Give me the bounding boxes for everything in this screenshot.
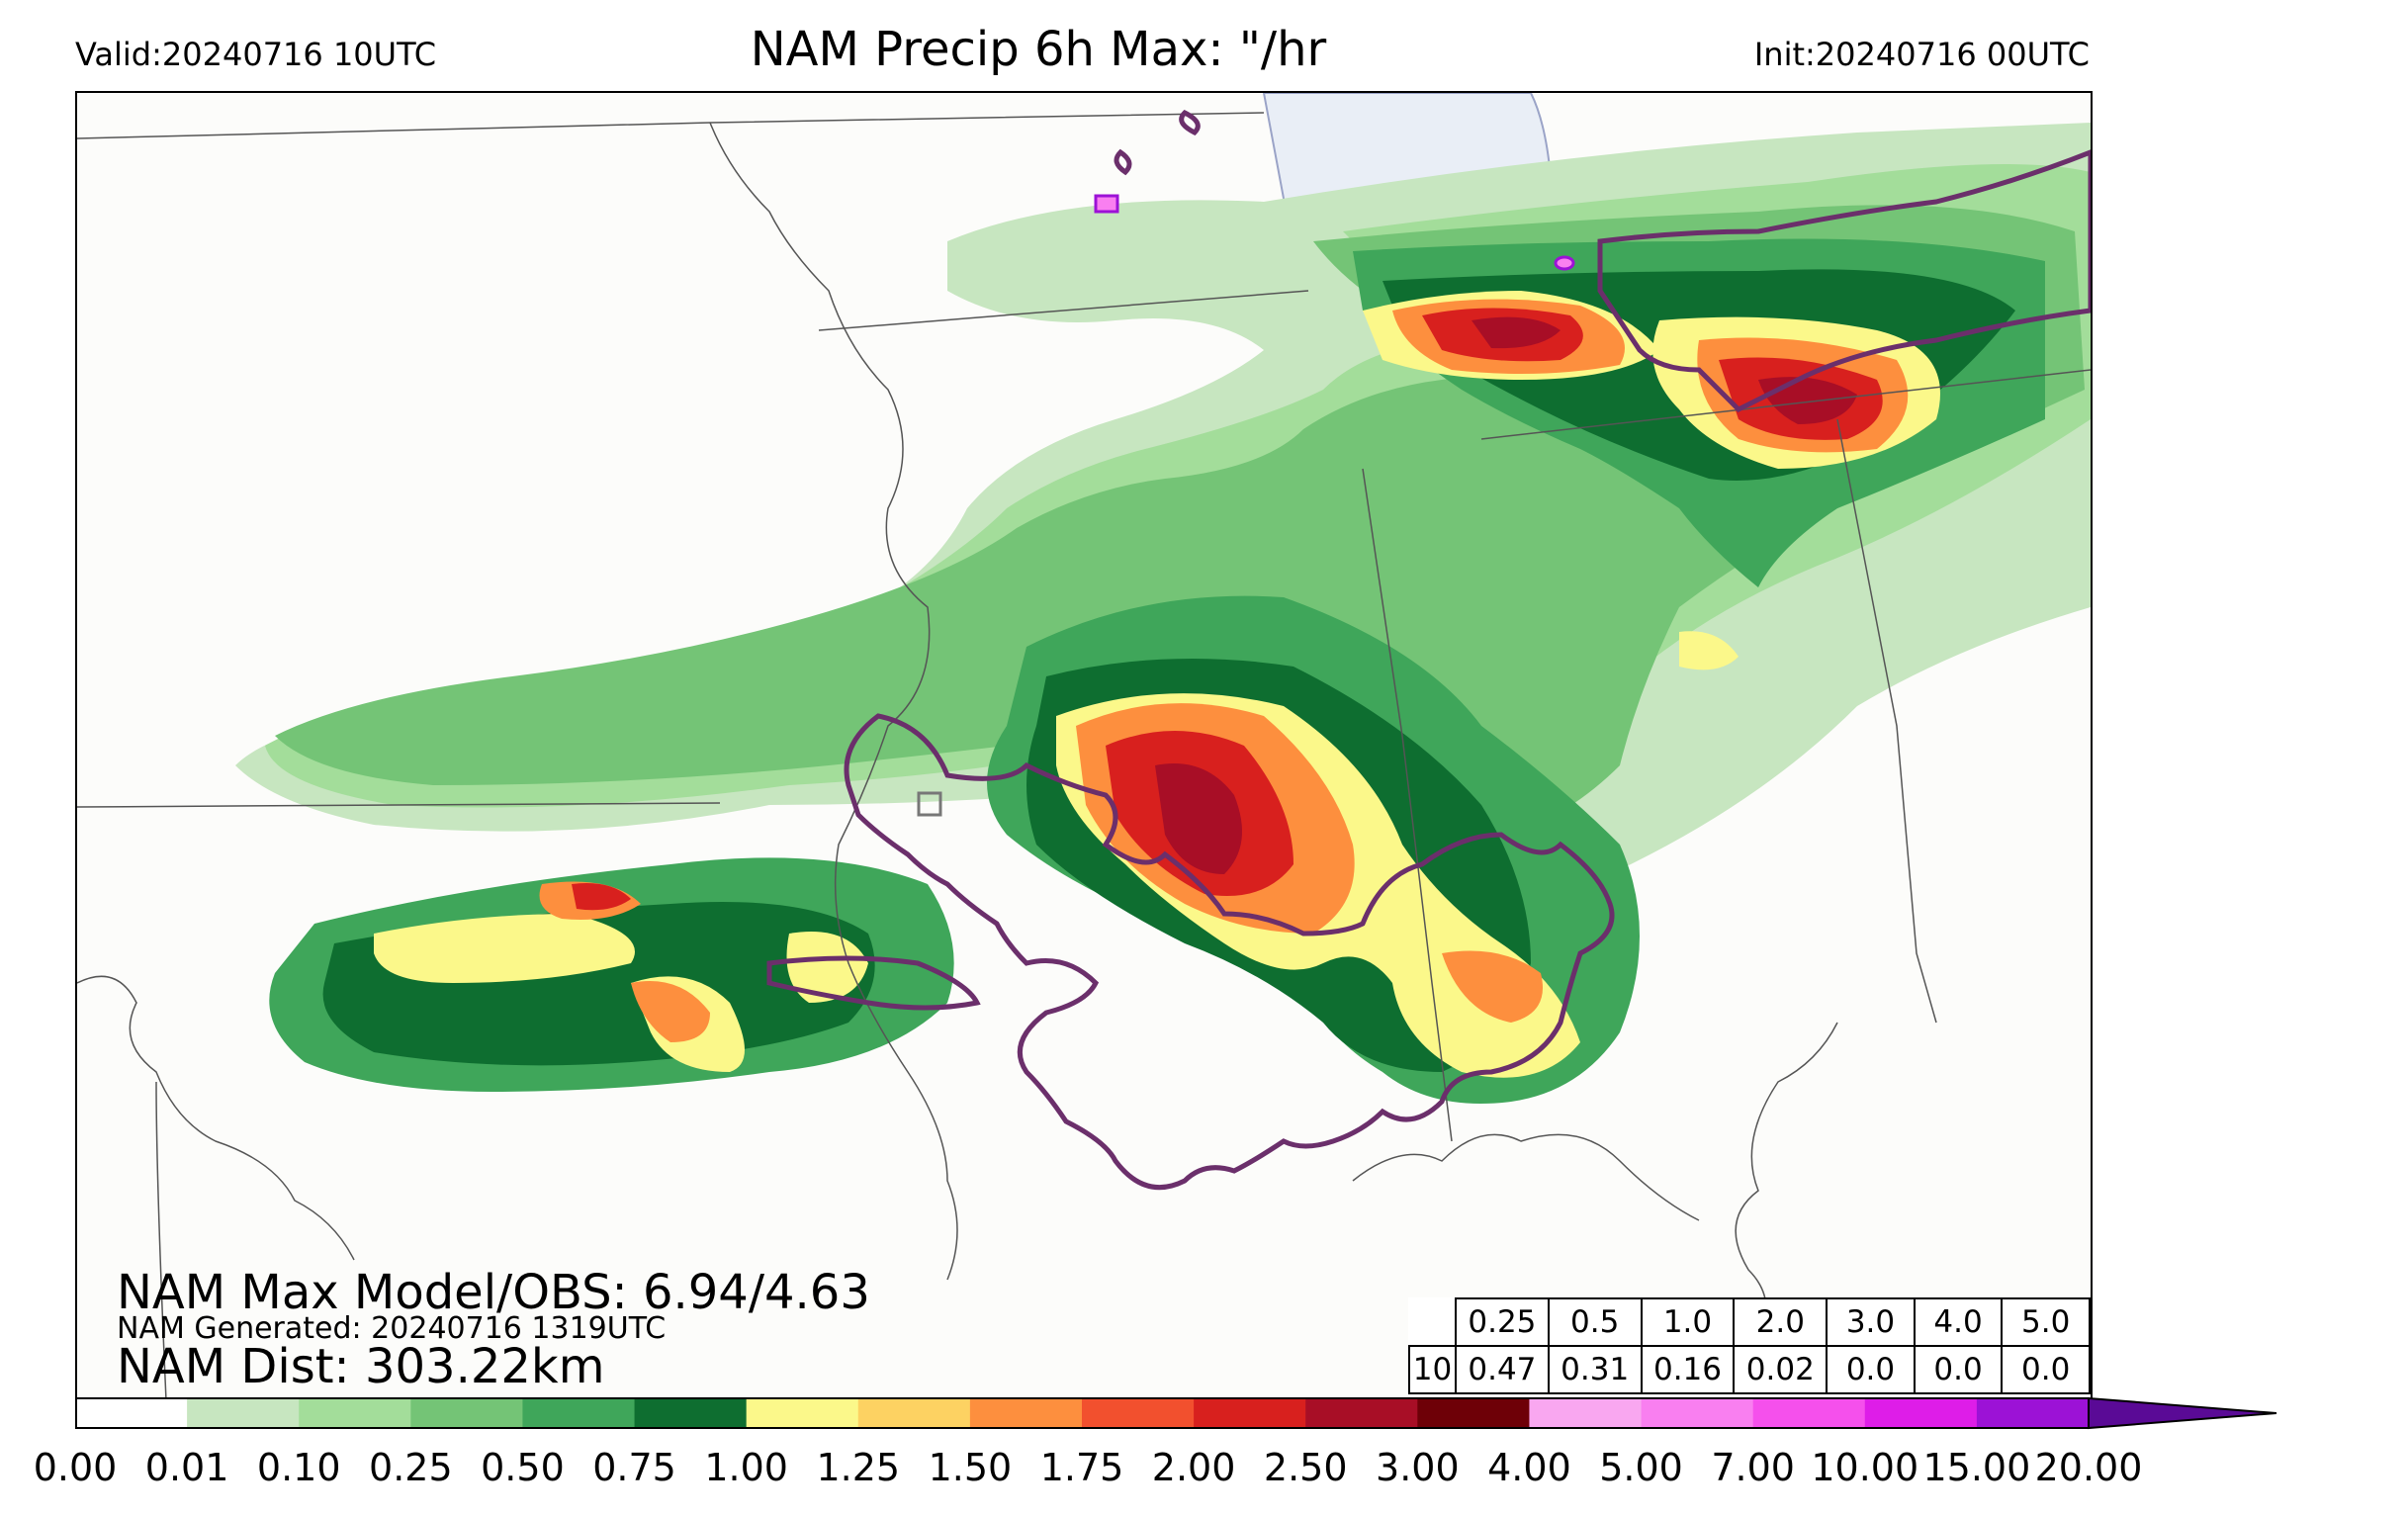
colorbar-segment (1194, 1398, 1306, 1428)
value-cell: 0.0 (1913, 1345, 2004, 1394)
value-cell: 0.47 (1455, 1345, 1550, 1394)
threshold-cell: 5.0 (2001, 1297, 2091, 1347)
colorbar-tick-label: 0.10 (256, 1446, 341, 1489)
colorbar-tick-label: 0.25 (369, 1446, 453, 1489)
generated-text: NAM Generated: 20240716 1319UTC (117, 1311, 666, 1346)
colorbar-segment (522, 1398, 636, 1428)
threshold-cell: 4.0 (1913, 1297, 2004, 1347)
colorbar-tick-label: 7.00 (1711, 1446, 1795, 1489)
colorbar-tick-label: 15.00 (1922, 1446, 2031, 1489)
threshold-row: 0.25 0.5 1.0 2.0 3.0 4.0 5.0 (1409, 1297, 2091, 1347)
state-borders (77, 112, 2091, 1400)
obs-location-marker (917, 791, 942, 817)
colorbar-tick-label: 2.50 (1263, 1446, 1348, 1489)
colorbar-tick-label: 1.75 (1039, 1446, 1124, 1489)
colorbar-tick-label: 2.00 (1151, 1446, 1236, 1489)
colorbar-tick-label: 0.50 (481, 1446, 565, 1489)
value-cell: 0.02 (1733, 1345, 1828, 1394)
colorbar-tick-label: 3.00 (1376, 1446, 1460, 1489)
threshold-cell: 0.5 (1547, 1297, 1643, 1347)
colorbar-segment (1529, 1398, 1643, 1428)
colorbar-segment (1641, 1398, 1754, 1428)
colorbar-segment (969, 1398, 1083, 1428)
colorbar-tick-label: 20.00 (2034, 1446, 2143, 1489)
colorbar-segment (299, 1398, 411, 1428)
colorbar-segment (1976, 1398, 2090, 1428)
distance-text: NAM Dist: 303.22km (117, 1339, 604, 1394)
colorbar-segment (1864, 1398, 1978, 1428)
init-time-label: Init:20240716 00UTC (1753, 36, 2090, 73)
valid-time-label: Valid:20240716 10UTC (75, 36, 437, 73)
colorbar-tick-label: 0.00 (33, 1446, 118, 1489)
threshold-table: 0.25 0.5 1.0 2.0 3.0 4.0 5.0 10 0.47 0.3… (1408, 1297, 2091, 1394)
colorbar-segment (187, 1398, 300, 1428)
colorbar-outline (75, 1397, 2090, 1429)
colorbar-segment (1417, 1398, 1530, 1428)
colorbar-tick-label: 4.00 (1487, 1446, 1571, 1489)
colorbar-segment (75, 1398, 188, 1428)
precip-map: NAM Max Model/OBS: 6.94/4.63 NAM Generat… (75, 91, 2093, 1402)
value-cell: 0.16 (1640, 1345, 1736, 1394)
colorbar-tick-label: 1.00 (704, 1446, 788, 1489)
colorbar-segment (410, 1398, 523, 1428)
threshold-cell: 3.0 (1826, 1297, 1916, 1347)
colorbar-extend-arrow (2088, 1396, 2277, 1430)
threshold-cell: 0.25 (1455, 1297, 1550, 1347)
colorbar-segment (1082, 1398, 1195, 1428)
value-cell: 0.0 (1826, 1345, 1916, 1394)
value-cell: 0.0 (2001, 1345, 2091, 1394)
colorbar-tick-label: 0.01 (144, 1446, 229, 1489)
max-model-obs-text: NAM Max Model/OBS: 6.94/4.63 (117, 1265, 870, 1320)
colorbar-tick-labels: 0.00 0.01 0.10 0.25 0.50 0.75 1.00 1.25 1.50 1.75… (0, 1446, 2408, 1495)
value-row: 10 0.47 0.31 0.16 0.02 0.0 0.0 0.0 (1408, 1345, 2091, 1394)
colorbar-tick-label: 1.50 (928, 1446, 1013, 1489)
colorbar-tick-label: 1.25 (816, 1446, 901, 1489)
map-title: NAM Precip 6h Max: "/hr (750, 22, 1327, 77)
colorbar (75, 1396, 2277, 1430)
colorbar-segment (634, 1398, 748, 1428)
colorbar-segment (857, 1398, 971, 1428)
corner-cell: 10 (1408, 1345, 1457, 1394)
threshold-cell: 2.0 (1733, 1297, 1828, 1347)
colorbar-segment (746, 1398, 859, 1428)
obs-contour (766, 109, 2091, 1191)
colorbar-segment (1305, 1398, 1418, 1428)
colorbar-tick-label: 5.00 (1599, 1446, 1683, 1489)
precip-pink (1094, 194, 1575, 271)
colorbar-tick-label: 0.75 (592, 1446, 676, 1489)
value-cell: 0.31 (1547, 1345, 1643, 1394)
colorbar-tick-label: 10.00 (1811, 1446, 1919, 1489)
colorbar-segment (1752, 1398, 1866, 1428)
threshold-cell: 1.0 (1640, 1297, 1736, 1347)
map-canvas: NAM Max Model/OBS: 6.94/4.63 NAM Generat… (77, 93, 2091, 1400)
